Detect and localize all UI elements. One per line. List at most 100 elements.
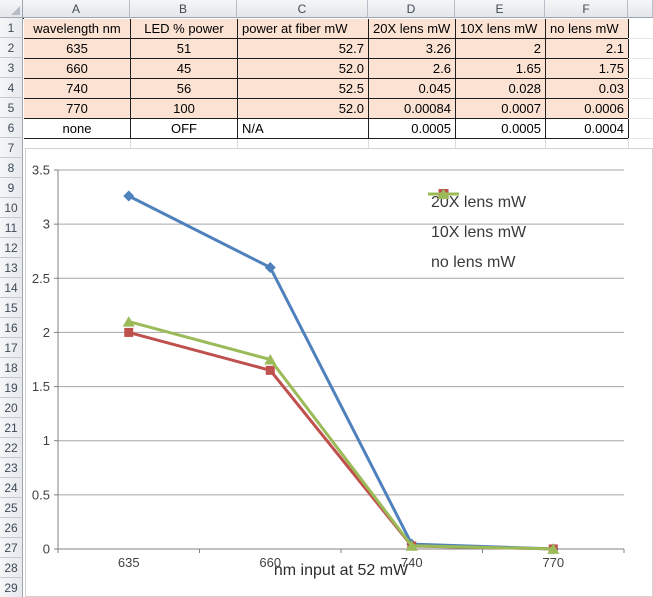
- cell-F1[interactable]: no lens mW: [546, 19, 629, 39]
- row-header-4[interactable]: 4: [0, 78, 23, 98]
- marker-triangle: [405, 540, 418, 551]
- cell-B5[interactable]: 100: [131, 99, 238, 119]
- legend-item-nolens[interactable]: no lens mW: [428, 188, 526, 278]
- gridline: [455, 139, 456, 148]
- series-line: [127, 320, 555, 551]
- chart-legend: 20X lens mW 10X lens mW no lens mW: [428, 188, 526, 278]
- select-all-corner[interactable]: [0, 0, 23, 18]
- row-header-28[interactable]: 28: [0, 558, 23, 578]
- legend-item-10x[interactable]: 10X lens mW: [428, 189, 526, 248]
- column-header-a[interactable]: A: [23, 0, 130, 18]
- row-header-6[interactable]: 6: [0, 118, 23, 138]
- row-header-26[interactable]: 26: [0, 518, 23, 538]
- gridline: [628, 138, 653, 139]
- row-header-19[interactable]: 19: [0, 378, 23, 398]
- cell-C4[interactable]: 52.5: [238, 79, 369, 99]
- cell-E4[interactable]: 0.028: [456, 79, 546, 99]
- cell-D1[interactable]: 20X lens mW: [369, 19, 456, 39]
- row-header-5[interactable]: 5: [0, 98, 23, 118]
- row-header-13[interactable]: 13: [0, 258, 23, 278]
- cell-D6[interactable]: 0.0005: [369, 119, 456, 139]
- cell-D2[interactable]: 3.26: [369, 39, 456, 59]
- row-header-11[interactable]: 11: [0, 218, 23, 238]
- embedded-line-chart[interactable]: 0 0.5 1 1.5 2 2.5 3 3.5 635 660 740 770 20X lens mW…: [25, 148, 653, 597]
- cell-A4[interactable]: 740: [24, 79, 131, 99]
- cell-C2[interactable]: 52.7: [238, 39, 369, 59]
- row-header-29[interactable]: 29: [0, 578, 23, 597]
- cell-F6[interactable]: 0.0004: [546, 119, 629, 139]
- row-header-25[interactable]: 25: [0, 498, 23, 518]
- cell-B4[interactable]: 56: [131, 79, 238, 99]
- row-header-20[interactable]: 20: [0, 398, 23, 418]
- cell-A2[interactable]: 635: [24, 39, 131, 59]
- row-header-10[interactable]: 10: [0, 198, 23, 218]
- row-header-14[interactable]: 14: [0, 278, 23, 298]
- row-header-18[interactable]: 18: [0, 358, 23, 378]
- column-header-e[interactable]: E: [455, 0, 545, 18]
- cell-E5[interactable]: 0.0007: [456, 99, 546, 119]
- y-tick-label: 2: [43, 325, 50, 340]
- x-axis-title[interactable]: nm input at 52 mW: [273, 562, 409, 579]
- cell-A5[interactable]: 770: [24, 99, 131, 119]
- row-header-22[interactable]: 22: [0, 438, 23, 458]
- row-header-12[interactable]: 12: [0, 238, 23, 258]
- gridline: [368, 139, 369, 148]
- column-header-c[interactable]: C: [237, 0, 368, 18]
- gridline: [545, 139, 546, 148]
- cell-F4[interactable]: 0.03: [546, 79, 629, 99]
- row-header-3[interactable]: 3: [0, 58, 23, 78]
- row-header-1[interactable]: 1: [0, 18, 23, 38]
- cell-C6[interactable]: N/A: [238, 119, 369, 139]
- cell-B6[interactable]: OFF: [131, 119, 238, 139]
- y-tick-label: 0.5: [32, 487, 50, 502]
- cell-A1[interactable]: wavelength nm: [24, 19, 131, 39]
- cell-B2[interactable]: 51: [131, 39, 238, 59]
- row-header-16[interactable]: 16: [0, 318, 23, 338]
- cell-C5[interactable]: 52.0: [238, 99, 369, 119]
- row-header-21[interactable]: 21: [0, 418, 23, 438]
- cell-D3[interactable]: 2.6: [369, 59, 456, 79]
- column-header-f[interactable]: F: [545, 0, 628, 18]
- row-header-17[interactable]: 17: [0, 338, 23, 358]
- legend-marker-triangle-icon: [428, 188, 459, 199]
- row-header-9[interactable]: 9: [0, 178, 23, 198]
- row-header-7[interactable]: 7: [0, 138, 23, 158]
- cell-B1[interactable]: LED % power: [131, 19, 238, 39]
- row-header-23[interactable]: 23: [0, 458, 23, 478]
- cell-F2[interactable]: 2.1: [546, 39, 629, 59]
- cell-F3[interactable]: 1.75: [546, 59, 629, 79]
- row-header-15[interactable]: 15: [0, 298, 23, 318]
- cell-F5[interactable]: 0.0006: [546, 99, 629, 119]
- column-header-d[interactable]: D: [368, 0, 455, 18]
- row-header-8[interactable]: 8: [0, 158, 23, 178]
- gridline: [237, 139, 238, 148]
- row-header-24[interactable]: 24: [0, 478, 23, 498]
- gridline: [628, 58, 653, 59]
- cell-B3[interactable]: 45: [131, 59, 238, 79]
- gridline: [628, 118, 653, 119]
- marker-triangle: [122, 316, 135, 327]
- cell-D4[interactable]: 0.045: [369, 79, 456, 99]
- cell-E2[interactable]: 2: [456, 39, 546, 59]
- cell-E6[interactable]: 0.0005: [456, 119, 546, 139]
- cell-E3[interactable]: 1.65: [456, 59, 546, 79]
- marker-diamond: [264, 261, 276, 273]
- x-tick-label: 635: [118, 555, 140, 570]
- y-tick-label: 1: [43, 433, 50, 448]
- gridline: [628, 98, 653, 99]
- marker-triangle: [547, 543, 560, 554]
- cell-E1[interactable]: 10X lens mW: [456, 19, 546, 39]
- cell-C3[interactable]: 52.0: [238, 59, 369, 79]
- legend-label: 20X lens mW: [431, 194, 527, 211]
- row-header-2[interactable]: 2: [0, 38, 23, 58]
- cell-C1[interactable]: power at fiber mW: [238, 19, 369, 39]
- cell-A3[interactable]: 660: [24, 59, 131, 79]
- cell-D5[interactable]: 0.00084: [369, 99, 456, 119]
- marker-triangle: [264, 354, 277, 365]
- data-table: wavelength nm LED % power power at fiber m…: [23, 18, 629, 139]
- column-header-b[interactable]: B: [130, 0, 237, 18]
- row-header-27[interactable]: 27: [0, 538, 23, 558]
- cell-A6[interactable]: none: [24, 119, 131, 139]
